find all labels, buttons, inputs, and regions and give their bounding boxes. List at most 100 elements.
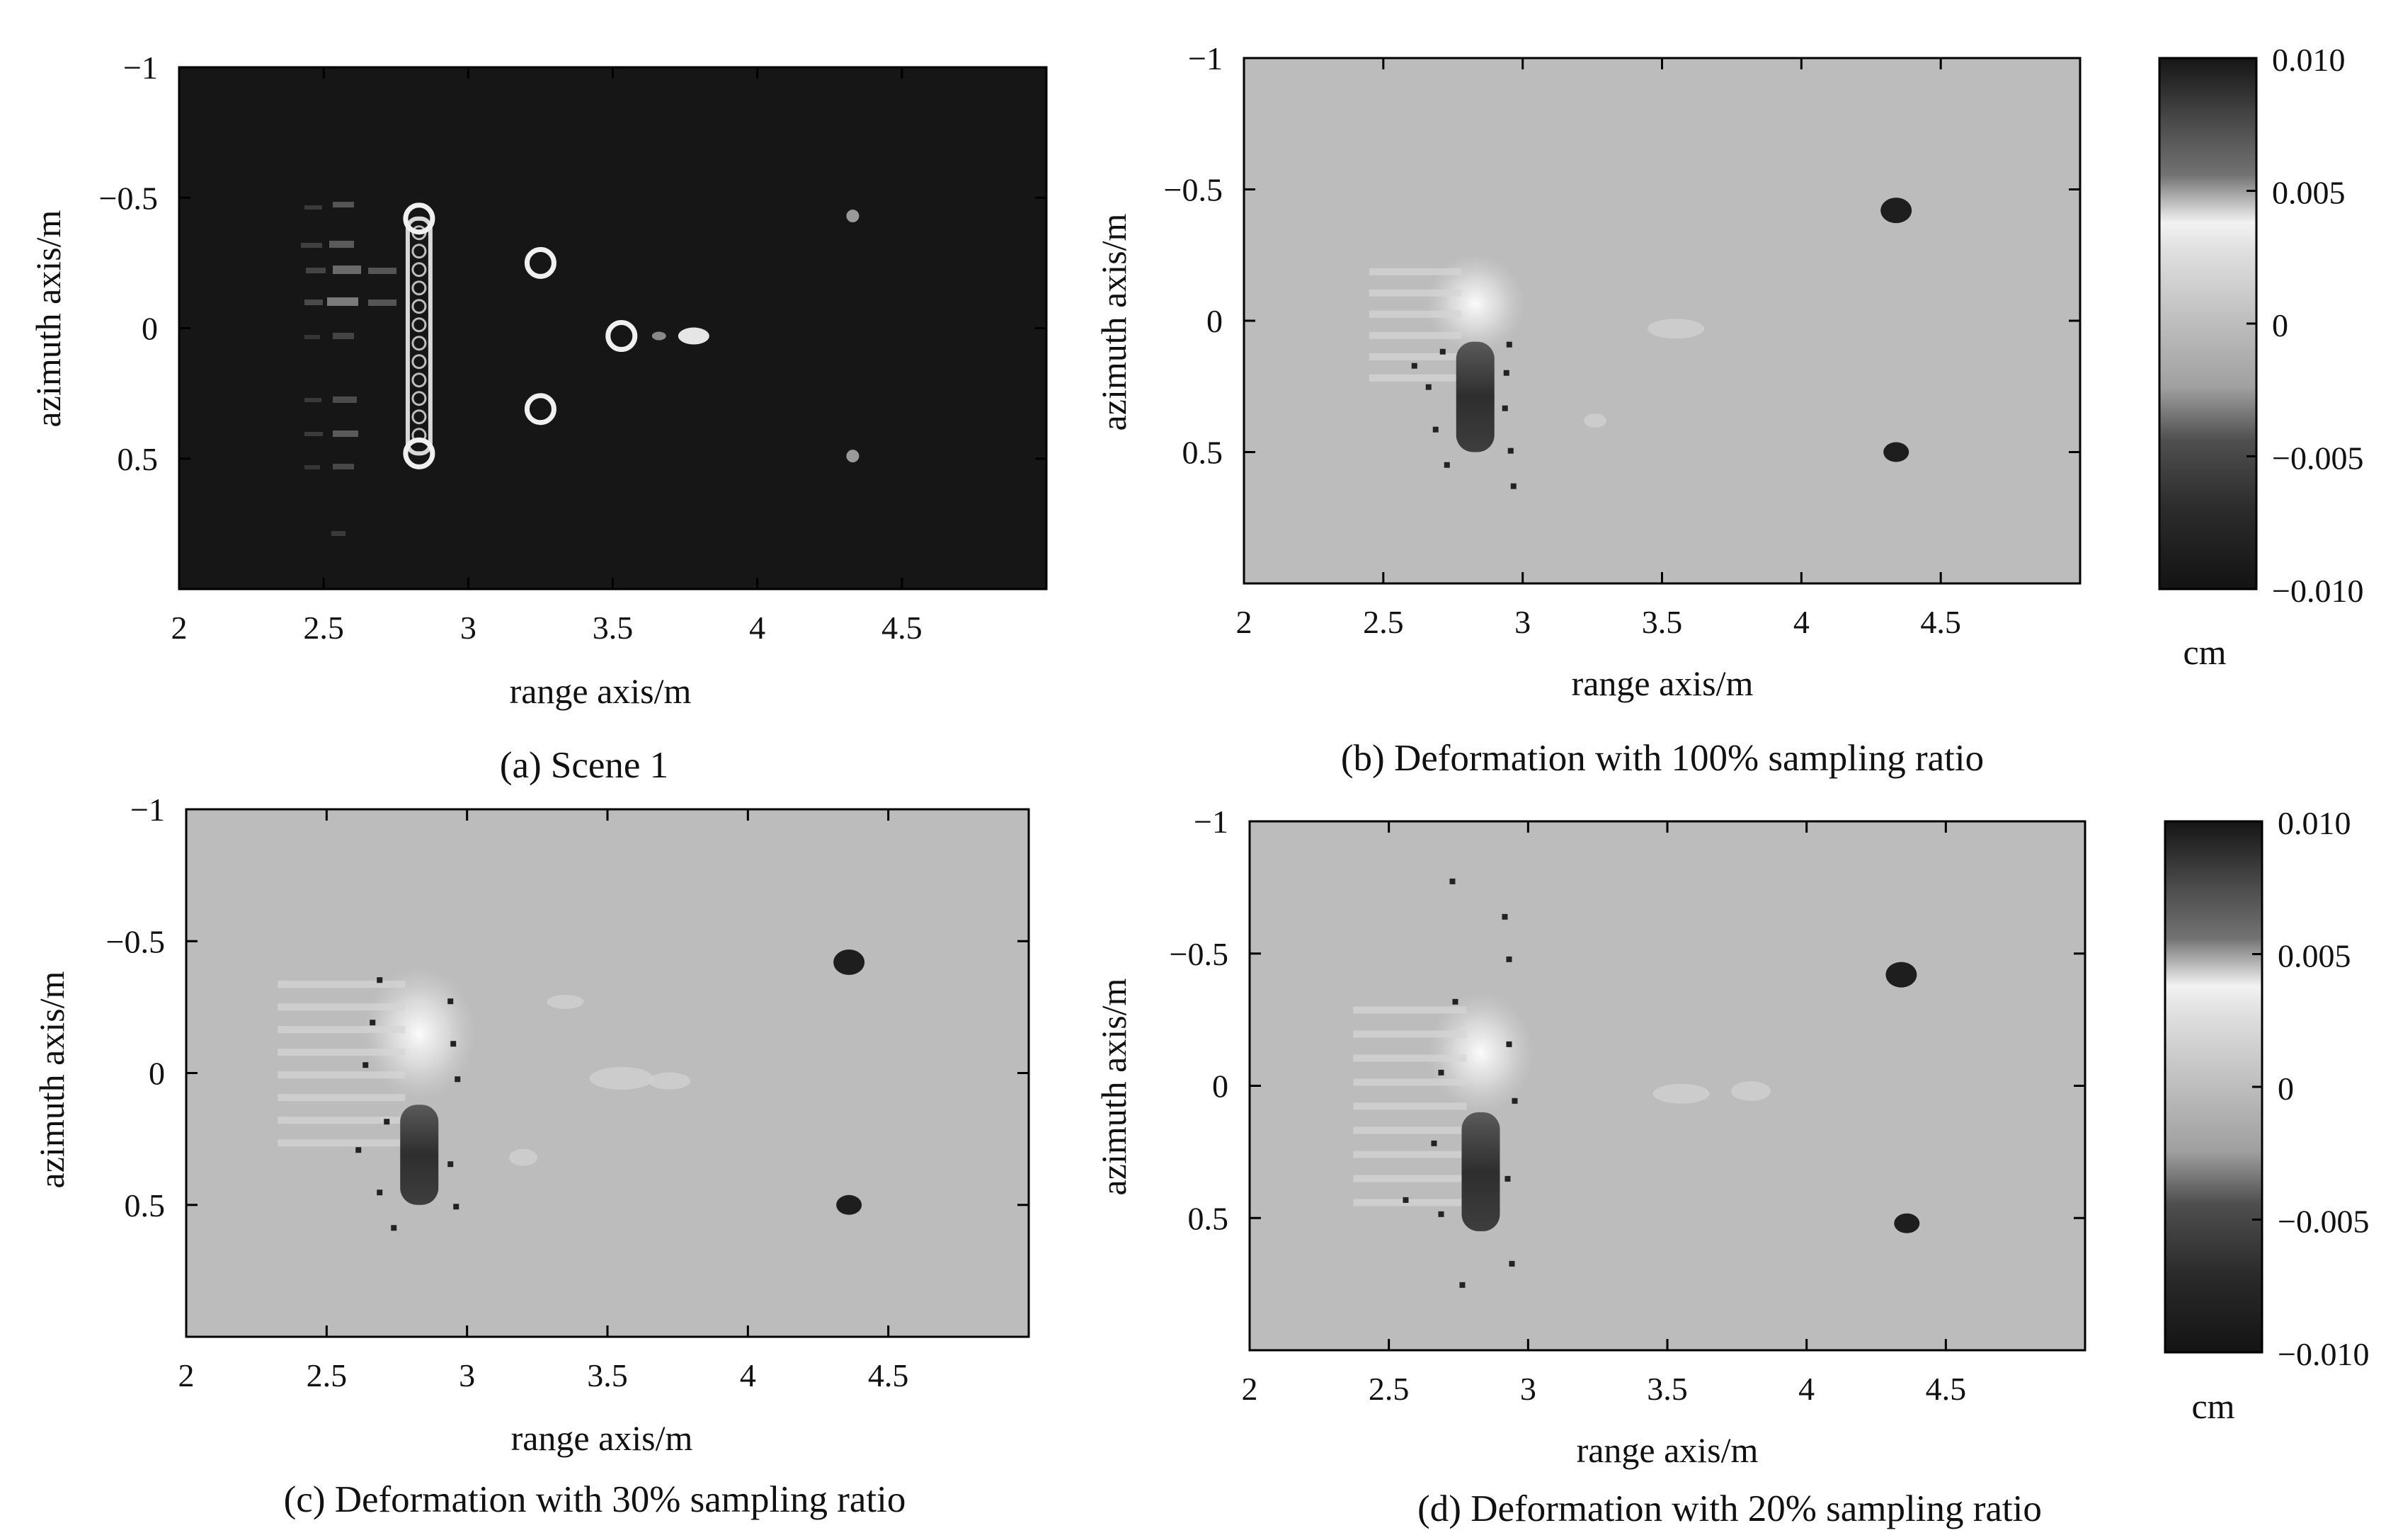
panel-b-colorbar-unit: cm: [2183, 632, 2226, 672]
point-deformation: [1885, 962, 1917, 988]
subsidence-strip: [400, 1105, 439, 1205]
noise-speckle: [1502, 913, 1508, 920]
noise-speckle: [377, 977, 383, 983]
noise-speckle: [355, 1147, 362, 1153]
sidelobe-streak: [1353, 1054, 1467, 1062]
sidelobe-streak: [1369, 353, 1461, 360]
faint-blob: [648, 1072, 691, 1090]
panel-c-ylabel: azimuth axis/m: [32, 971, 72, 1188]
line-target: [405, 216, 433, 456]
sidelobe-streak: [278, 1071, 406, 1079]
noise-speckle: [1506, 956, 1512, 962]
line-target-ripple: [411, 317, 427, 333]
x-tick-label: 2: [1242, 1371, 1258, 1407]
x-tick-label: 2.5: [1363, 604, 1404, 640]
x-tick-label: 4: [749, 610, 765, 646]
noise-speckle: [362, 1062, 369, 1068]
noise-speckle: [1432, 426, 1439, 433]
panel-a: 2 2.5 3 3.5 4 4.5 −1 −0.5 0 0.5: [99, 50, 1048, 646]
sidelobe-streak: [1369, 310, 1461, 318]
scatterer: [846, 210, 860, 223]
faint-blob: [509, 1148, 537, 1166]
panel-d-colorbar: 0.010 0.005 0 −0.005 −0.010: [2164, 805, 2369, 1372]
noise-speckle: [450, 1041, 457, 1047]
y-tick-label: 0.5: [1182, 435, 1223, 471]
panel-b-caption: (b) Deformation with 100% sampling ratio: [1341, 738, 1984, 779]
noise-speckle: [1503, 370, 1509, 376]
sidelobe-streak: [1353, 1102, 1467, 1110]
point-deformation: [836, 1194, 862, 1215]
line-target-ripple: [411, 409, 427, 425]
panel-b-xlabel: range axis/m: [1572, 663, 1754, 703]
subsidence-strip: [1461, 1112, 1500, 1231]
y-tick-label: 0: [1206, 303, 1223, 339]
noise-speckle: [370, 1020, 376, 1026]
x-tick-label: 3: [460, 610, 476, 646]
noise-speckle: [1459, 1282, 1466, 1288]
sidelobe-streak: [1369, 374, 1461, 382]
panel-b-colorbar: 0.010 0.005 0 −0.005 −0.010: [2158, 42, 2363, 609]
panel-a-sidelobes: [301, 202, 396, 536]
point-deformation: [833, 949, 865, 976]
scatterer: [403, 437, 435, 469]
panel-d-xlabel: range axis/m: [1577, 1430, 1759, 1470]
panel-a-caption: (a) Scene 1: [500, 745, 668, 786]
panel-d-ylabel: azimuth axis/m: [1094, 978, 1134, 1195]
x-tick-label: 3.5: [1642, 604, 1683, 640]
scatterer: [605, 320, 638, 353]
x-tick-label: 4.5: [868, 1357, 909, 1393]
x-tick-label: 2: [171, 610, 188, 646]
colorbar-tick-label: 0: [2278, 1071, 2294, 1107]
noise-speckle: [1506, 1041, 1512, 1047]
line-target-ripple: [411, 391, 427, 406]
scatterer-sidelobe: [651, 331, 666, 341]
panel-c-features: [278, 949, 865, 1231]
sidelobe-streak: [278, 1049, 406, 1056]
sidelobe-streak: [1353, 1078, 1467, 1086]
line-target-ripple: [411, 299, 427, 314]
y-tick-label: −0.5: [1164, 172, 1223, 208]
sidelobe-streak: [278, 1026, 406, 1034]
sidelobe-streak: [278, 1003, 406, 1011]
x-tick-label: 4.5: [881, 610, 923, 646]
x-tick-label: 3: [459, 1357, 475, 1393]
colorbar-tick-label: −0.010: [2272, 573, 2363, 609]
y-tick-label: 0: [1212, 1068, 1228, 1105]
point-deformation: [1894, 1213, 1920, 1233]
y-tick-label: −0.5: [106, 923, 165, 959]
panel-d: 2 2.5 3 3.5 4 4.5 −1 −0.5 0 0.5 0.010 0.005 0 −0.005…: [1170, 804, 2370, 1407]
noise-speckle: [377, 1190, 383, 1196]
panel-d-axes: 2 2.5 3 3.5 4 4.5 −1 −0.5 0 0.5: [1170, 804, 2086, 1407]
panel-b: 2 2.5 3 3.5 4 4.5 −1 −0.5 0 0.5 0.010 0.005 0 −0.005…: [1164, 40, 2364, 640]
colorbar-tick-label: 0.005: [2272, 175, 2346, 211]
x-tick-label: 2: [178, 1357, 195, 1393]
noise-speckle: [1425, 384, 1432, 390]
sidelobe-streak: [1353, 1199, 1467, 1207]
noise-speckle: [1512, 1097, 1518, 1104]
faint-blob: [1584, 413, 1607, 428]
sidelobe-streak: [1353, 1175, 1467, 1182]
scatterer: [524, 393, 556, 426]
colorbar-gradient: [2164, 820, 2263, 1354]
y-tick-label: 0: [142, 311, 158, 347]
y-tick-label: −1: [123, 50, 158, 86]
colorbar-tick-label: −0.005: [2272, 440, 2363, 477]
x-tick-label: 3.5: [587, 1357, 628, 1393]
sidelobe-streak: [1369, 268, 1461, 275]
noise-speckle: [1507, 447, 1514, 454]
sidelobe-streak: [1353, 1006, 1467, 1014]
x-tick-label: 4: [740, 1357, 756, 1393]
noise-speckle: [1502, 405, 1508, 411]
panel-d-caption: (d) Deformation with 20% sampling ratio: [1417, 1488, 2042, 1529]
colorbar-tick-label: −0.010: [2278, 1336, 2369, 1372]
panel-c-caption: (c) Deformation with 30% sampling ratio: [284, 1479, 906, 1520]
noise-speckle: [1509, 1260, 1515, 1267]
noise-speckle: [384, 1119, 390, 1125]
x-tick-label: 2.5: [307, 1357, 348, 1393]
scatterer: [403, 203, 435, 235]
x-tick-label: 4: [1798, 1371, 1815, 1407]
scatterer: [846, 450, 860, 463]
panel-c-xlabel: range axis/m: [511, 1418, 693, 1458]
sidelobe-streak: [1353, 1151, 1467, 1158]
noise-speckle: [1411, 363, 1417, 369]
